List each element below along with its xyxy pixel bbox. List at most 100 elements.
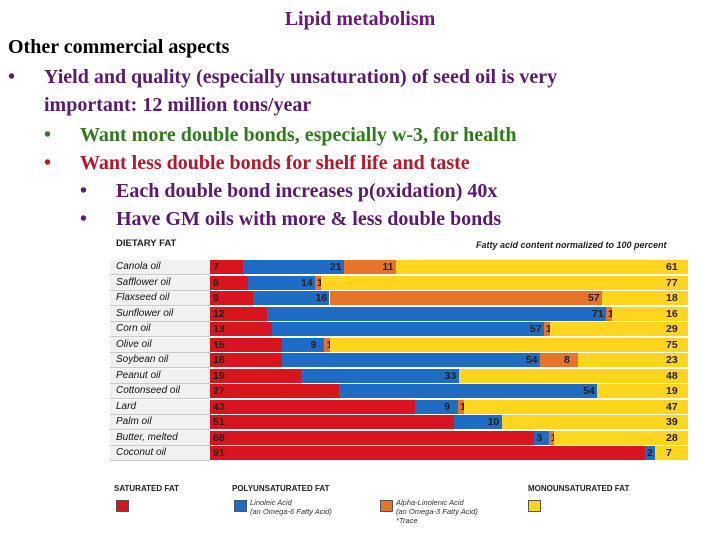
bar-segment-linoleic xyxy=(267,306,606,321)
data-label: 39 xyxy=(666,416,678,428)
legend-heading: POLYUNSATURATED FAT xyxy=(232,484,330,493)
legend-swatch-monounsaturated xyxy=(528,500,541,512)
bar-segment-alpha-linolenic xyxy=(605,306,612,321)
oil-label-box xyxy=(110,306,210,322)
bar-segment-linoleic xyxy=(272,322,544,336)
bar-area: 8 14 1 77 xyxy=(210,275,688,290)
bullet-text-5: Have GM oils with more & less double bon… xyxy=(116,208,502,230)
legend-text: (an Omega-6 Fatty Acid) xyxy=(250,507,332,516)
data-label: 1 xyxy=(551,431,557,445)
data-label: 91 xyxy=(213,447,225,459)
bar-segment-monounsaturated xyxy=(578,353,688,367)
bar-segment-monounsaturated xyxy=(501,415,688,429)
bar-segment-saturated xyxy=(210,399,416,414)
bar-segment-alpha-linolenic xyxy=(548,430,555,445)
legend-text: *Trace xyxy=(396,516,418,525)
bullet-symbol-3: • xyxy=(44,152,52,174)
chart-row: Safflower oil 8 14 1 77 xyxy=(110,275,690,291)
bar-segment-alpha-linolenic xyxy=(324,337,331,352)
bar-area: 9 16 57 18 xyxy=(210,291,688,305)
bar-area: 16 54 8 23 xyxy=(210,353,688,367)
oil-label: Peanut oil xyxy=(116,369,161,381)
data-label: 71 xyxy=(591,307,604,320)
oil-label-box xyxy=(110,368,210,384)
oil-label-box xyxy=(110,322,210,337)
data-label: 16 xyxy=(315,292,328,304)
chart-row: Flaxseed oil 9 16 57 18 xyxy=(110,291,690,306)
bar-segment-linoleic xyxy=(453,415,502,429)
data-label: 9 xyxy=(444,400,450,413)
data-label: 11 xyxy=(382,261,394,273)
data-label: 51 xyxy=(213,416,225,428)
slide-title: Lipid metabolism xyxy=(284,8,436,30)
bar-area: 15 91 75 xyxy=(210,337,688,352)
bar-segment-monounsaturated xyxy=(320,275,688,290)
data-label: 18 xyxy=(666,292,678,304)
bar-segment-monounsaturated xyxy=(601,291,688,305)
legend-heading: SATURATED FAT xyxy=(114,484,179,493)
oil-label: Olive oil xyxy=(116,338,152,350)
bar-area: 7 21 11 61 xyxy=(210,260,688,274)
oil-label-box xyxy=(110,291,210,306)
legend-swatch-linoleic xyxy=(234,500,247,512)
bar-segment-monounsaturated xyxy=(554,430,688,445)
data-label: 1 xyxy=(546,322,552,336)
bar-segment-saturated xyxy=(210,384,340,398)
oil-label-box xyxy=(110,337,210,353)
data-label: 57 xyxy=(587,292,600,304)
data-label: 15 xyxy=(213,338,225,351)
chart-row: Canola oil 7 21 11 61 xyxy=(110,260,690,275)
data-label: 14 xyxy=(300,276,313,289)
bar-segment-monounsaturated xyxy=(654,446,688,460)
data-label: 1 xyxy=(608,307,614,321)
bullet-symbol-4: • xyxy=(80,180,88,202)
bar-segment-saturated xyxy=(210,446,645,460)
data-label: 10 xyxy=(487,416,500,428)
bar-segment-saturated xyxy=(210,275,249,290)
bar-segment-monounsaturated xyxy=(458,368,688,383)
data-label: 54 xyxy=(583,385,595,397)
bullet-text-1b: important: 12 million tons/year xyxy=(44,94,312,116)
data-label: 1 xyxy=(317,276,323,290)
bar-area: 91 2 7 xyxy=(210,446,688,460)
data-label: 75 xyxy=(666,338,678,351)
bar-segment-monounsaturated xyxy=(611,306,688,321)
bar-segment-saturated xyxy=(210,415,454,429)
oil-label-box xyxy=(110,260,210,275)
oil-label-box xyxy=(110,430,210,446)
chart-row: Corn oil 13 57 1 29 xyxy=(110,322,690,337)
oil-label: Lard xyxy=(116,400,137,412)
bar-segment-saturated xyxy=(210,291,254,305)
data-label: 47 xyxy=(666,400,678,413)
data-label: 16 xyxy=(213,354,225,366)
oil-label: Cottonseed oil xyxy=(116,385,180,396)
bar-segment-saturated xyxy=(210,260,244,274)
bar-segment-alpha-linolenic xyxy=(343,260,397,274)
bullet-text-1a: Yield and quality (especially unsaturati… xyxy=(44,66,558,88)
data-label: 1 xyxy=(326,338,332,352)
bar-segment-linoleic xyxy=(339,384,598,398)
data-label: 9 xyxy=(213,292,219,304)
data-label: 43 xyxy=(213,400,225,413)
bar-segment-saturated xyxy=(210,353,282,367)
bar-segment-linoleic xyxy=(534,430,549,445)
legend-text: Linoleic Acid xyxy=(250,498,292,507)
data-label: 28 xyxy=(666,431,678,444)
bar-segment-linoleic xyxy=(644,446,655,460)
data-label: 7 xyxy=(666,447,672,459)
data-label: 23 xyxy=(666,354,678,366)
dietary-fat-figure: DIETARY FAT Fatty acid content normalize… xyxy=(110,234,690,534)
oil-label: Palm oil xyxy=(116,416,152,427)
oil-label-box xyxy=(110,399,210,415)
bar-segment-linoleic xyxy=(281,353,540,367)
data-label: 7 xyxy=(213,261,219,273)
bar-area: 68 31 28 xyxy=(210,430,688,445)
oil-label-box xyxy=(110,415,210,430)
chart-legend: SATURATED FAT POLYUNSATURATED FAT Linoleic… xyxy=(110,482,690,534)
data-label: 68 xyxy=(213,431,225,444)
bar-segment-linoleic xyxy=(243,260,344,274)
